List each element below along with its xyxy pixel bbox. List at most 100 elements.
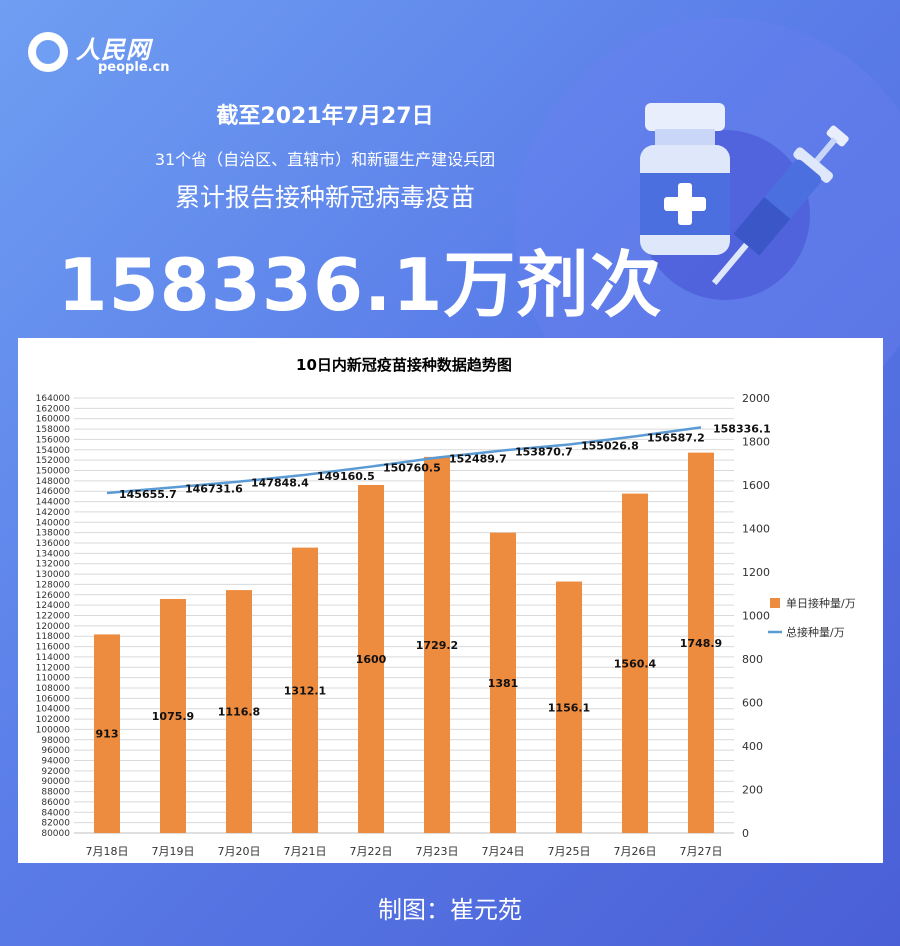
bar-daily-doses bbox=[94, 634, 120, 833]
legend-label-bars: 单日接种量/万 bbox=[786, 596, 856, 610]
bar-data-label: 1381 bbox=[488, 677, 519, 690]
left-axis-tick-label: 84000 bbox=[41, 808, 70, 818]
line-data-label: 150760.5 bbox=[383, 462, 441, 475]
left-axis-tick-label: 164000 bbox=[36, 394, 71, 404]
left-axis-tick-label: 156000 bbox=[36, 435, 71, 445]
bar-data-label: 1116.8 bbox=[218, 706, 260, 719]
line-data-label: 147848.4 bbox=[251, 477, 309, 490]
bar-daily-doses bbox=[622, 493, 648, 833]
bar-data-label: 913 bbox=[96, 728, 119, 741]
left-axis-tick-label: 132000 bbox=[36, 560, 71, 570]
left-axis-tick-label: 116000 bbox=[36, 643, 71, 653]
left-axis-tick-label: 144000 bbox=[36, 498, 71, 508]
bar-data-label: 1748.9 bbox=[680, 637, 722, 650]
left-axis-tick-label: 142000 bbox=[36, 508, 71, 518]
line-data-label: 153870.7 bbox=[515, 445, 573, 458]
bar-daily-doses bbox=[160, 598, 186, 833]
left-axis-tick-label: 88000 bbox=[41, 788, 70, 798]
left-axis-tick-label: 150000 bbox=[36, 467, 71, 477]
right-axis-tick-label: 1000 bbox=[742, 610, 770, 623]
right-axis-tick-label: 400 bbox=[742, 740, 763, 753]
bar-daily-doses bbox=[424, 456, 450, 833]
left-axis-tick-label: 106000 bbox=[36, 694, 71, 704]
right-axis-tick-label: 800 bbox=[742, 653, 763, 666]
x-axis-tick-label: 7月24日 bbox=[482, 845, 525, 858]
right-axis-tick-label: 1200 bbox=[742, 566, 770, 579]
line-data-label: 158336.1 bbox=[713, 422, 771, 435]
left-axis-tick-label: 160000 bbox=[36, 415, 71, 425]
report-heading: 累计报告接种新冠病毒疫苗 bbox=[174, 183, 475, 212]
logo-mark-icon bbox=[28, 32, 68, 72]
left-axis-tick-label: 148000 bbox=[36, 477, 71, 487]
x-axis-tick-label: 7月25日 bbox=[548, 845, 591, 858]
line-data-label: 155026.8 bbox=[581, 439, 639, 452]
left-axis-tick-label: 128000 bbox=[36, 580, 71, 590]
bar-daily-doses bbox=[688, 452, 714, 833]
left-axis-tick-label: 162000 bbox=[36, 404, 71, 414]
left-axis-tick-label: 110000 bbox=[36, 674, 71, 684]
legend-swatch-bars bbox=[770, 598, 780, 608]
legend-label-line: 总接种量/万 bbox=[786, 625, 845, 639]
x-axis-tick-label: 7月26日 bbox=[614, 845, 657, 858]
right-axis-tick-label: 1600 bbox=[742, 479, 770, 492]
x-axis-tick-label: 7月19日 bbox=[152, 845, 195, 858]
right-axis-tick-label: 1800 bbox=[742, 436, 770, 449]
left-axis-tick-label: 122000 bbox=[36, 612, 71, 622]
left-axis-tick-label: 124000 bbox=[36, 601, 71, 611]
site-logo[interactable]: 人民网 people.cn bbox=[28, 28, 208, 78]
chart-title: 10日内新冠疫苗接种数据趋势图 bbox=[296, 356, 512, 374]
credit-text: 制图：崔元苑 bbox=[378, 896, 522, 924]
left-axis-tick-label: 80000 bbox=[41, 829, 70, 839]
bar-data-label: 1729.2 bbox=[416, 639, 458, 652]
left-axis-tick-label: 112000 bbox=[36, 663, 71, 673]
logo-text: 人民网 bbox=[76, 35, 151, 64]
right-axis-tick-label: 2000 bbox=[742, 392, 770, 405]
left-axis-tick-label: 108000 bbox=[36, 684, 71, 694]
left-axis-tick-label: 154000 bbox=[36, 446, 71, 456]
left-axis-tick-label: 94000 bbox=[41, 757, 70, 767]
vaccine-illustration bbox=[640, 103, 849, 285]
left-axis-tick-label: 82000 bbox=[41, 819, 70, 829]
line-data-label: 156587.2 bbox=[647, 431, 705, 444]
x-axis-tick-label: 7月20日 bbox=[218, 845, 261, 858]
left-axis-tick-label: 140000 bbox=[36, 518, 71, 528]
left-axis-tick-label: 104000 bbox=[36, 705, 71, 715]
total-doses-value: 158336.1万剂次 bbox=[57, 243, 663, 327]
left-axis-tick-label: 90000 bbox=[41, 777, 70, 787]
bar-daily-doses bbox=[358, 485, 384, 833]
left-axis-tick-label: 118000 bbox=[36, 632, 71, 642]
right-axis-tick-label: 0 bbox=[742, 827, 749, 840]
line-data-label: 145655.7 bbox=[119, 488, 177, 501]
vaccine-vial-icon bbox=[640, 103, 730, 255]
line-data-label: 152489.7 bbox=[449, 453, 507, 466]
left-axis-tick-label: 136000 bbox=[36, 539, 71, 549]
left-axis-tick-label: 98000 bbox=[41, 736, 70, 746]
x-axis-tick-label: 7月23日 bbox=[416, 845, 459, 858]
bar-daily-doses bbox=[292, 547, 318, 833]
right-axis-tick-label: 600 bbox=[742, 697, 763, 710]
bar-data-label: 1560.4 bbox=[614, 657, 657, 670]
left-axis-tick-label: 92000 bbox=[41, 767, 70, 777]
bar-daily-doses bbox=[490, 532, 516, 833]
left-axis-tick-label: 102000 bbox=[36, 715, 71, 725]
line-data-label: 149160.5 bbox=[317, 470, 375, 483]
left-axis-tick-label: 146000 bbox=[36, 487, 71, 497]
left-axis-tick-label: 120000 bbox=[36, 622, 71, 632]
region-subheading: 31个省（自治区、直辖市）和新疆生产建设兵团 bbox=[154, 150, 496, 169]
vaccination-trend-chart: 10日内新冠疫苗接种数据趋势图 8000082000840008600088000… bbox=[36, 356, 856, 858]
left-axis-tick-label: 86000 bbox=[41, 798, 70, 808]
left-axis-tick-label: 96000 bbox=[41, 746, 70, 756]
date-heading: 截至2021年7月27日 bbox=[216, 104, 434, 129]
line-total-doses bbox=[106, 426, 702, 495]
x-axis-tick-label: 7月21日 bbox=[284, 845, 327, 858]
bar-daily-doses bbox=[226, 590, 252, 833]
left-axis-tick-label: 158000 bbox=[36, 425, 71, 435]
line-data-label: 146731.6 bbox=[185, 482, 243, 495]
left-axis-tick-label: 100000 bbox=[36, 725, 71, 735]
right-axis-tick-label: 1400 bbox=[742, 523, 770, 536]
logo-domain: people.cn bbox=[98, 60, 170, 75]
chart-card: 10日内新冠疫苗接种数据趋势图 80000 82000 84000 86000 88000… bbox=[18, 338, 883, 863]
x-axis-tick-label: 7月27日 bbox=[680, 845, 723, 858]
bar-data-label: 1600 bbox=[356, 653, 387, 666]
right-axis-tick-label: 200 bbox=[742, 784, 763, 797]
